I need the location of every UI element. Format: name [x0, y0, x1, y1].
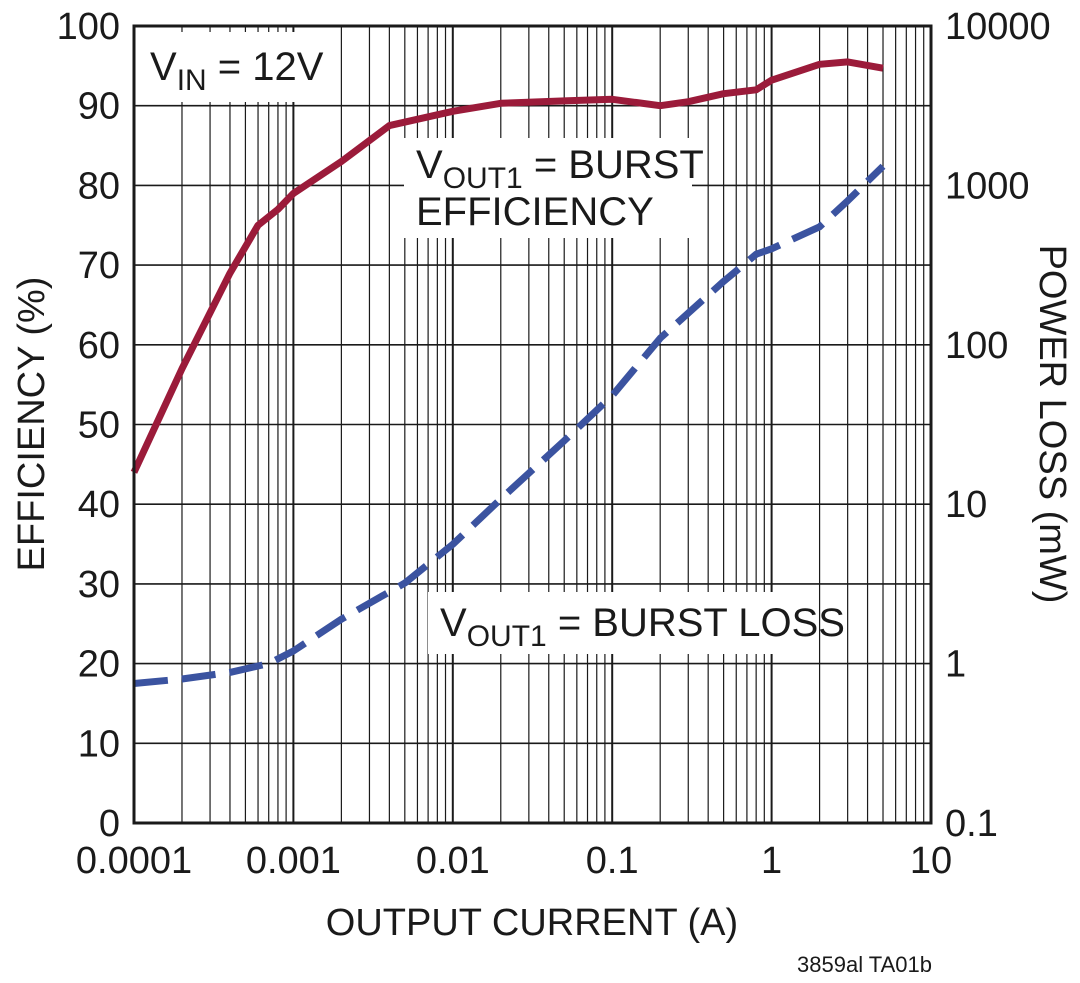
x-tick-label: 0.1	[586, 840, 639, 882]
figure-id: 3859al TA01b	[797, 952, 932, 977]
y-right-tick-label: 0.1	[945, 803, 998, 845]
y-left-tick-label: 10	[78, 723, 120, 765]
y-right-tick-label: 1000	[945, 165, 1030, 207]
y-left-tick-label: 70	[78, 245, 120, 287]
y-left-tick-label: 80	[78, 165, 120, 207]
y-right-tick-label: 10	[945, 484, 987, 526]
tick-labels: 0.0001 0.001 0.01 0.1 1 100102030405060708090…	[57, 6, 1051, 882]
loss-annotation: VOUT1 = BURST LOSS	[440, 601, 845, 653]
y-right-tick-label: 1	[945, 644, 966, 686]
series-layer	[130, 58, 886, 687]
plot-frame	[132, 24, 933, 825]
y-left-tick-label: 30	[78, 564, 120, 606]
y-left-tick-label: 20	[78, 644, 120, 686]
power-loss-series-line	[133, 163, 886, 687]
y-right-tick-label: 10000	[945, 6, 1051, 48]
x-tick-label: 1	[761, 840, 782, 882]
y-left-tick-label: 40	[78, 484, 120, 526]
x-tick-label: 0.0001	[76, 840, 192, 882]
efficiency-series-line	[130, 58, 884, 474]
y-left-tick-label: 100	[57, 6, 120, 48]
eff-annotation-box	[404, 138, 692, 238]
efficiency-annotation: VOUT1 = BURST	[416, 143, 704, 195]
y-right-axis-title: POWER LOSS (mW)	[1031, 245, 1073, 604]
y-left-axis-title: EFFICIENCY (%)	[11, 277, 53, 572]
efficiency-annotation-line2: EFFICIENCY	[416, 190, 654, 234]
x-axis-title: OUTPUT CURRENT (A)	[326, 902, 738, 944]
y-left-tick-label: 90	[78, 86, 120, 128]
vin-annotation-box	[140, 32, 326, 102]
y-left-tick-label: 0	[99, 803, 120, 845]
y-left-tick-label: 50	[78, 405, 120, 447]
y-right-tick-label: 100	[945, 325, 1008, 367]
loss-annotation-box	[428, 592, 818, 654]
y-left-tick-label: 60	[78, 325, 120, 367]
x-tick-label: 10	[910, 840, 952, 882]
vin-annotation: VIN = 12V	[150, 45, 324, 97]
x-tick-label: 0.001	[246, 840, 341, 882]
x-tick-label: 0.01	[416, 840, 490, 882]
